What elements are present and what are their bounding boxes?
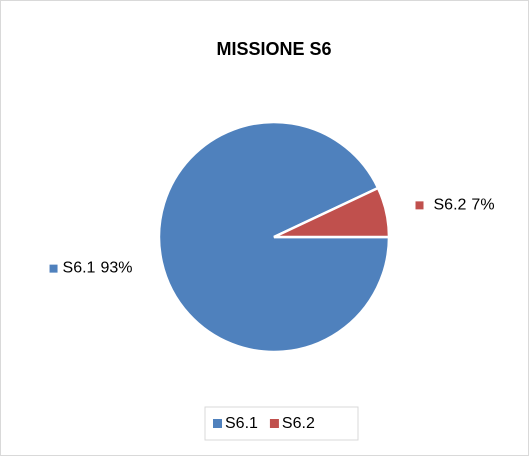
data-label-value: 7% (471, 197, 494, 214)
legend-box (204, 406, 359, 441)
data-label-category: S6.1 (63, 260, 96, 277)
legend-swatch (213, 419, 222, 428)
data-label: S6.2 7% (434, 197, 495, 214)
legend-swatch (269, 419, 279, 428)
chart-title: MISSIONE S6 (216, 39, 331, 59)
data-label-category: S6.2 (434, 197, 467, 214)
data-label-value: 93% (100, 260, 132, 277)
data-label-marker (49, 264, 58, 273)
legend-label: S6.2 (282, 415, 315, 432)
data-label-marker (415, 201, 424, 210)
pie-slice (273, 186, 391, 239)
data-label: S6.1 93% (63, 260, 133, 277)
legend-label: S6.1 (225, 415, 258, 432)
